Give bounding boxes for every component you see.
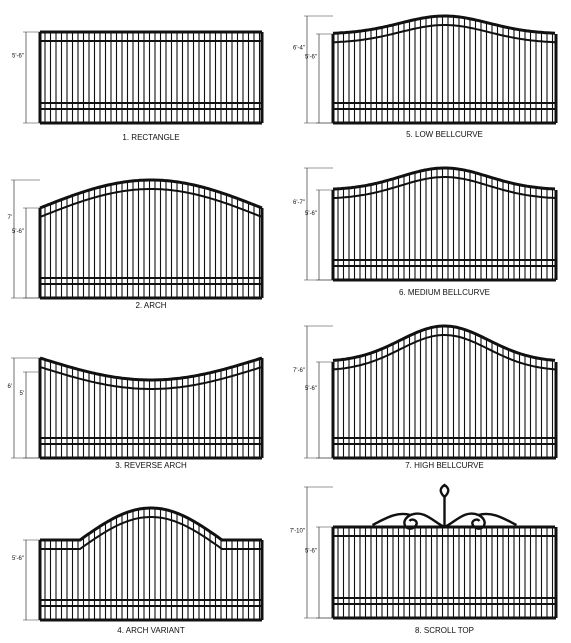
- dimension-label: 5': [20, 391, 24, 397]
- gate-caption: 1. RECTANGLE: [122, 133, 179, 142]
- gate-caption: 8. SCROLL TOP: [415, 626, 474, 635]
- second-rail: [332, 334, 556, 371]
- gate: 6'-4"5'-6" 5. LOW BELLCURVE: [293, 14, 558, 139]
- gate-caption: 6. MEDIUM BELLCURVE: [399, 288, 490, 297]
- dimension-label: 5'-6": [305, 211, 317, 217]
- dimension-label: 5'-6": [305, 386, 317, 392]
- dimension-label: 6': [8, 384, 12, 390]
- gate-caption: 7. HIGH BELLCURVE: [405, 461, 484, 470]
- top-rail: [39, 178, 263, 210]
- gate: 5'-6" 4. ARCH VARIANT: [12, 506, 264, 635]
- dimension-label: 7'-10": [290, 529, 305, 535]
- gate: 7' 5'-6" 2. ARCH: [8, 178, 264, 310]
- gate-caption: 4. ARCH VARIANT: [117, 626, 185, 635]
- dimension-label: 5'-6": [12, 229, 24, 235]
- picket: [337, 325, 554, 458]
- gate-caption: 2. ARCH: [135, 301, 166, 310]
- picket: [44, 357, 261, 458]
- top-rail: [332, 166, 556, 191]
- top-rail: [332, 14, 556, 35]
- second-rail: [39, 366, 263, 390]
- picket: [337, 167, 554, 280]
- gate-caption: 5. LOW BELLCURVE: [406, 130, 483, 139]
- gate: 7'-10" 5'-6" 8. SCROLL TOP: [290, 483, 558, 635]
- gate: 5'-6" 1. RECTANGLE: [12, 30, 264, 142]
- dimension-label: 6'-7": [293, 200, 305, 206]
- top-rail: [40, 506, 262, 542]
- second-rail: [332, 176, 556, 200]
- scroll-ornament: [371, 483, 518, 530]
- picket: [337, 526, 554, 618]
- dimension-label: 7': [8, 215, 12, 221]
- second-rail: [332, 24, 556, 44]
- dimension-label: 5'-6": [305, 55, 317, 61]
- picket: [337, 15, 554, 123]
- top-rail: [332, 324, 556, 362]
- top-rail: [39, 356, 263, 382]
- gate: 6' 5' 3. REVERSE ARCH: [8, 356, 264, 470]
- dimension-label: 5'-6": [305, 549, 317, 555]
- dimension-label: 7'-6": [293, 368, 305, 374]
- picket: [44, 31, 261, 123]
- dimension-label: 5'-6": [12, 54, 24, 60]
- dimension-label: 5'-6": [12, 556, 24, 562]
- second-rail: [39, 188, 263, 218]
- gate: 7'-6" 5'-6" 7. HIGH BELLCURVE: [293, 324, 558, 470]
- picket: [44, 507, 261, 620]
- gate: 6'-7"5'-6" 6. MEDIUM BELLCURVE: [293, 166, 558, 297]
- dimension-label: 6'-4": [293, 46, 305, 52]
- picket: [44, 179, 261, 298]
- second-rail: [40, 516, 262, 550]
- gate-caption: 3. REVERSE ARCH: [115, 461, 187, 470]
